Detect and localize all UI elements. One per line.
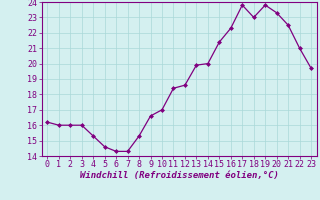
- X-axis label: Windchill (Refroidissement éolien,°C): Windchill (Refroidissement éolien,°C): [80, 171, 279, 180]
